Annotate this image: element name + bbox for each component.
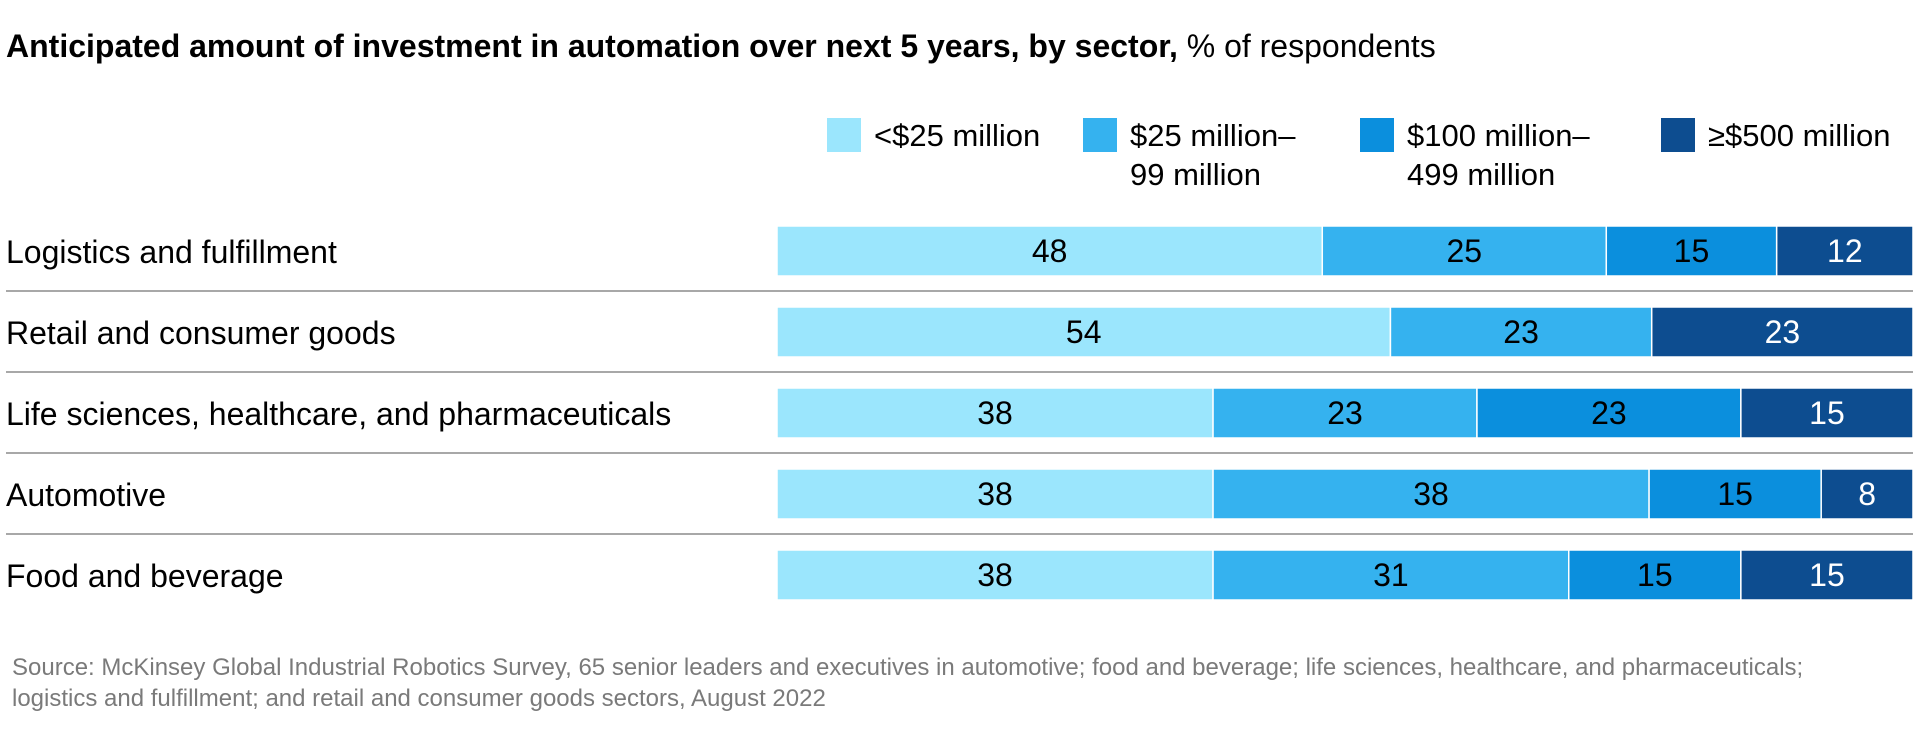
category-label-logistics-and-fulfillment: Logistics and fulfillment bbox=[6, 234, 337, 270]
source-note: Source: McKinsey Global Industrial Robot… bbox=[12, 654, 1804, 712]
bar-segment-logistics-and-fulfillment-s2 bbox=[1605, 225, 1778, 277]
chart-title-main: Anticipated amount of investment in auto… bbox=[6, 28, 1178, 64]
data-label-automotive-s1: 38 bbox=[1413, 476, 1449, 512]
legend-swatch-100m-499m bbox=[1360, 118, 1394, 152]
legend-label-500m-plus: ≥$500 million bbox=[1708, 118, 1891, 153]
bar-segment-automotive-s2 bbox=[1648, 468, 1822, 520]
legend-item-100m-499m: $100 million– 499 million bbox=[1360, 116, 1590, 194]
category-label-automotive: Automotive bbox=[6, 477, 166, 513]
category-label-retail-and-consumer-goods: Retail and consumer goods bbox=[6, 315, 396, 351]
legend-swatch-25m-99m bbox=[1083, 118, 1117, 152]
bar-segment-food-and-beverage-s3 bbox=[1740, 549, 1914, 601]
legend-label-under-25m: <$25 million bbox=[874, 118, 1041, 153]
bar-segment-life-sciences-healthcare-and-pharmaceuticals-s0 bbox=[776, 387, 1214, 439]
data-label-food-and-beverage-s3: 15 bbox=[1809, 557, 1845, 593]
bar-segment-automotive-s0 bbox=[776, 468, 1214, 520]
data-label-retail-and-consumer-goods-s1: 23 bbox=[1503, 314, 1539, 350]
data-label-life-sciences-healthcare-and-pharmaceuticals-s1: 23 bbox=[1327, 395, 1363, 431]
data-label-food-and-beverage-s0: 38 bbox=[977, 557, 1013, 593]
bar-segment-automotive-s1 bbox=[1212, 468, 1650, 520]
data-label-logistics-and-fulfillment-s3: 12 bbox=[1827, 233, 1863, 269]
legend-swatch-under-25m bbox=[827, 118, 861, 152]
data-label-life-sciences-healthcare-and-pharmaceuticals-s3: 15 bbox=[1809, 395, 1845, 431]
data-label-life-sciences-healthcare-and-pharmaceuticals-s0: 38 bbox=[977, 395, 1013, 431]
legend-label-25m-99m: $25 million– 99 million bbox=[1130, 118, 1296, 192]
bar-segment-life-sciences-healthcare-and-pharmaceuticals-s2 bbox=[1476, 387, 1742, 439]
data-label-food-and-beverage-s2: 15 bbox=[1637, 557, 1673, 593]
data-label-automotive-s3: 8 bbox=[1858, 476, 1876, 512]
bar-segment-automotive-s3 bbox=[1820, 468, 1914, 520]
legend-item-500m-plus: ≥$500 million bbox=[1661, 116, 1890, 155]
data-label-logistics-and-fulfillment-s2: 15 bbox=[1674, 233, 1710, 269]
legend-item-under-25m: <$25 million bbox=[827, 116, 1040, 155]
bar-segment-logistics-and-fulfillment-s0 bbox=[776, 225, 1324, 277]
bar-segment-retail-and-consumer-goods-s3 bbox=[1650, 306, 1914, 358]
bar-segment-life-sciences-healthcare-and-pharmaceuticals-s1 bbox=[1212, 387, 1478, 439]
legend-item-25m-99m: $25 million– 99 million bbox=[1083, 116, 1295, 194]
bar-segment-life-sciences-healthcare-and-pharmaceuticals-s3 bbox=[1740, 387, 1914, 439]
chart-title: Anticipated amount of investment in auto… bbox=[6, 26, 1436, 66]
chart-title-unit: % of respondents bbox=[1186, 28, 1436, 64]
bar-segment-retail-and-consumer-goods-s1 bbox=[1389, 306, 1653, 358]
data-label-food-and-beverage-s1: 31 bbox=[1373, 557, 1409, 593]
data-label-logistics-and-fulfillment-s0: 48 bbox=[1032, 233, 1068, 269]
category-label-life-sciences-healthcare-and-pharmaceuticals: Life sciences, healthcare, and pharmaceu… bbox=[6, 396, 671, 432]
data-label-life-sciences-healthcare-and-pharmaceuticals-s2: 23 bbox=[1591, 395, 1627, 431]
legend-swatch-500m-plus bbox=[1661, 118, 1695, 152]
bar-segment-logistics-and-fulfillment-s1 bbox=[1321, 225, 1608, 277]
stacked-bar-chart: Logistics and fulfillment 48 25 15 12 Retail … bbox=[6, 225, 1914, 601]
legend-label-100m-499m: $100 million– 499 million bbox=[1407, 118, 1590, 192]
bar-segment-logistics-and-fulfillment-s3 bbox=[1775, 225, 1914, 277]
data-label-retail-and-consumer-goods-s0: 54 bbox=[1066, 314, 1102, 350]
data-label-automotive-s2: 15 bbox=[1717, 476, 1753, 512]
data-label-retail-and-consumer-goods-s3: 23 bbox=[1765, 314, 1801, 350]
bar-segment-food-and-beverage-s2 bbox=[1568, 549, 1742, 601]
data-label-automotive-s0: 38 bbox=[977, 476, 1013, 512]
data-label-logistics-and-fulfillment-s1: 25 bbox=[1446, 233, 1482, 269]
category-label-food-and-beverage: Food and beverage bbox=[6, 558, 284, 594]
